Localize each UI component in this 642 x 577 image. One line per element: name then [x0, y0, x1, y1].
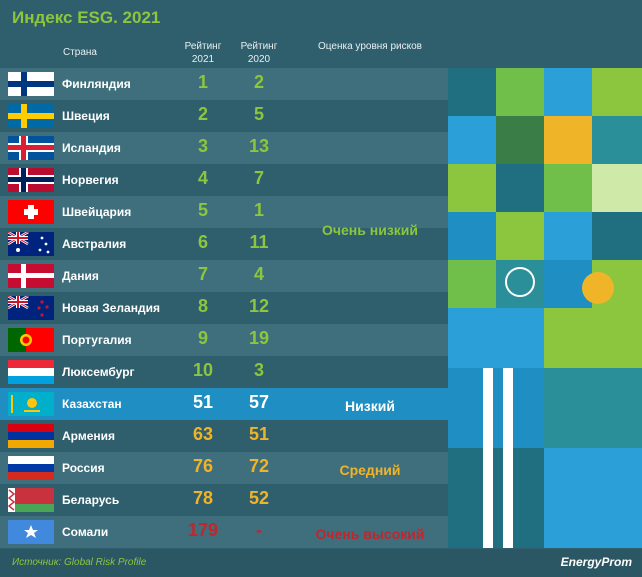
- rating-2021: 7: [197, 264, 208, 284]
- table-row: Казахстан 51 57: [0, 388, 448, 420]
- table-row: Финляндия 1 2: [0, 68, 448, 100]
- sweden-flag-icon: [8, 104, 54, 128]
- rating-2020: 52: [248, 488, 270, 508]
- risk-label-very-high: Очень высокий: [315, 526, 425, 542]
- country-name: Швеция: [62, 109, 110, 123]
- table-row: Исландия 3 13: [0, 132, 448, 164]
- rating-2021: 5: [197, 200, 208, 220]
- finland-flag-icon: [8, 72, 54, 96]
- country-name: Сомали: [62, 525, 109, 539]
- luxembourg-flag-icon: [8, 360, 54, 384]
- rating-2020: 19: [248, 328, 270, 348]
- country-name: Финляндия: [62, 77, 131, 91]
- country-name: Португалия: [62, 333, 132, 347]
- header-rating-2020: Рейтинг 2020: [240, 41, 278, 65]
- table-row: Россия 76 72: [0, 452, 448, 484]
- rating-2020: 13: [248, 136, 270, 156]
- country-name: Дания: [62, 269, 99, 283]
- country-name: Россия: [62, 461, 105, 475]
- footer: Источник: Global Risk Profile EnergyProm: [0, 549, 642, 577]
- table-row: Сомали 179 -: [0, 516, 448, 548]
- table-row: Беларусь 78 52: [0, 484, 448, 516]
- page-title: Индекс ESG. 2021: [12, 8, 161, 27]
- risk-label-low: Низкий: [345, 398, 395, 414]
- header-rating-2021: Рейтинг 2021: [184, 41, 222, 65]
- table-row: Дания 7 4: [0, 260, 448, 292]
- new-zealand-flag-icon: [8, 296, 54, 320]
- australia-flag-icon: [8, 232, 54, 256]
- rating-2020: 51: [248, 424, 270, 444]
- norway-flag-icon: [8, 168, 54, 192]
- rating-2021: 76: [192, 456, 214, 476]
- rating-2021: 1: [197, 72, 208, 92]
- country-name: Норвегия: [62, 173, 119, 187]
- rating-2021: 51: [192, 392, 214, 412]
- rating-2021: 6: [197, 232, 208, 252]
- header-risk: Оценка уровня рисков: [318, 41, 422, 52]
- rating-2020: 12: [248, 296, 270, 316]
- country-name: Беларусь: [62, 493, 120, 507]
- rating-2021: 10: [192, 360, 214, 380]
- table-row: Люксембург 10 3: [0, 356, 448, 388]
- russia-flag-icon: [8, 456, 54, 480]
- source-note: Источник: Global Risk Profile: [12, 557, 147, 568]
- table-row: Австралия 6 11: [0, 228, 448, 260]
- rating-2021: 63: [192, 424, 214, 444]
- energyprom-logo: EnergyProm: [560, 555, 632, 569]
- country-name: Армения: [62, 429, 116, 443]
- country-name: Швейцария: [62, 205, 132, 219]
- rating-2021: 78: [192, 488, 214, 508]
- header-country: Страна: [62, 47, 97, 58]
- rating-2020: 2: [253, 72, 264, 92]
- rating-2021: 9: [197, 328, 208, 348]
- country-name: Казахстан: [62, 397, 122, 411]
- country-name: Люксембург: [62, 365, 135, 379]
- table-row: Швеция 2 5: [0, 100, 448, 132]
- decorative-illustration: [448, 68, 642, 548]
- country-name: Австралия: [62, 237, 127, 251]
- iceland-flag-icon: [8, 136, 54, 160]
- rating-2021: 179: [187, 520, 219, 540]
- table-row: Португалия 9 19: [0, 324, 448, 356]
- rating-2021: 3: [197, 136, 208, 156]
- rating-2021: 8: [197, 296, 208, 316]
- table-row: Новая Зеландия 8 12: [0, 292, 448, 324]
- switzerland-flag-icon: [8, 200, 54, 224]
- country-name: Исландия: [62, 141, 121, 155]
- table-row: Норвегия 4 7: [0, 164, 448, 196]
- rating-2020: 72: [248, 456, 270, 476]
- country-name: Новая Зеландия: [62, 301, 160, 315]
- rating-2020: 7: [253, 168, 264, 188]
- somalia-flag-icon: [8, 520, 54, 544]
- rating-2020: 57: [248, 392, 270, 412]
- rating-2020: -: [256, 520, 262, 540]
- armenia-flag-icon: [8, 424, 54, 448]
- rating-2020: 5: [253, 104, 264, 124]
- table-row: Армения 63 51: [0, 420, 448, 452]
- rating-2021: 2: [197, 104, 208, 124]
- rating-2020: 3: [253, 360, 264, 380]
- rating-2020: 4: [253, 264, 264, 284]
- rating-2020: 1: [253, 200, 264, 220]
- table-row: Швейцария 5 1: [0, 196, 448, 228]
- risk-label-very-low: Очень низкий: [322, 222, 418, 238]
- kazakhstan-flag-icon: [8, 392, 54, 416]
- rating-2020: 11: [249, 232, 269, 252]
- portugal-flag-icon: [8, 328, 54, 352]
- risk-label-medium: Средний: [339, 462, 401, 478]
- belarus-flag-icon: [8, 488, 54, 512]
- rating-2021: 4: [197, 168, 208, 188]
- denmark-flag-icon: [8, 264, 54, 288]
